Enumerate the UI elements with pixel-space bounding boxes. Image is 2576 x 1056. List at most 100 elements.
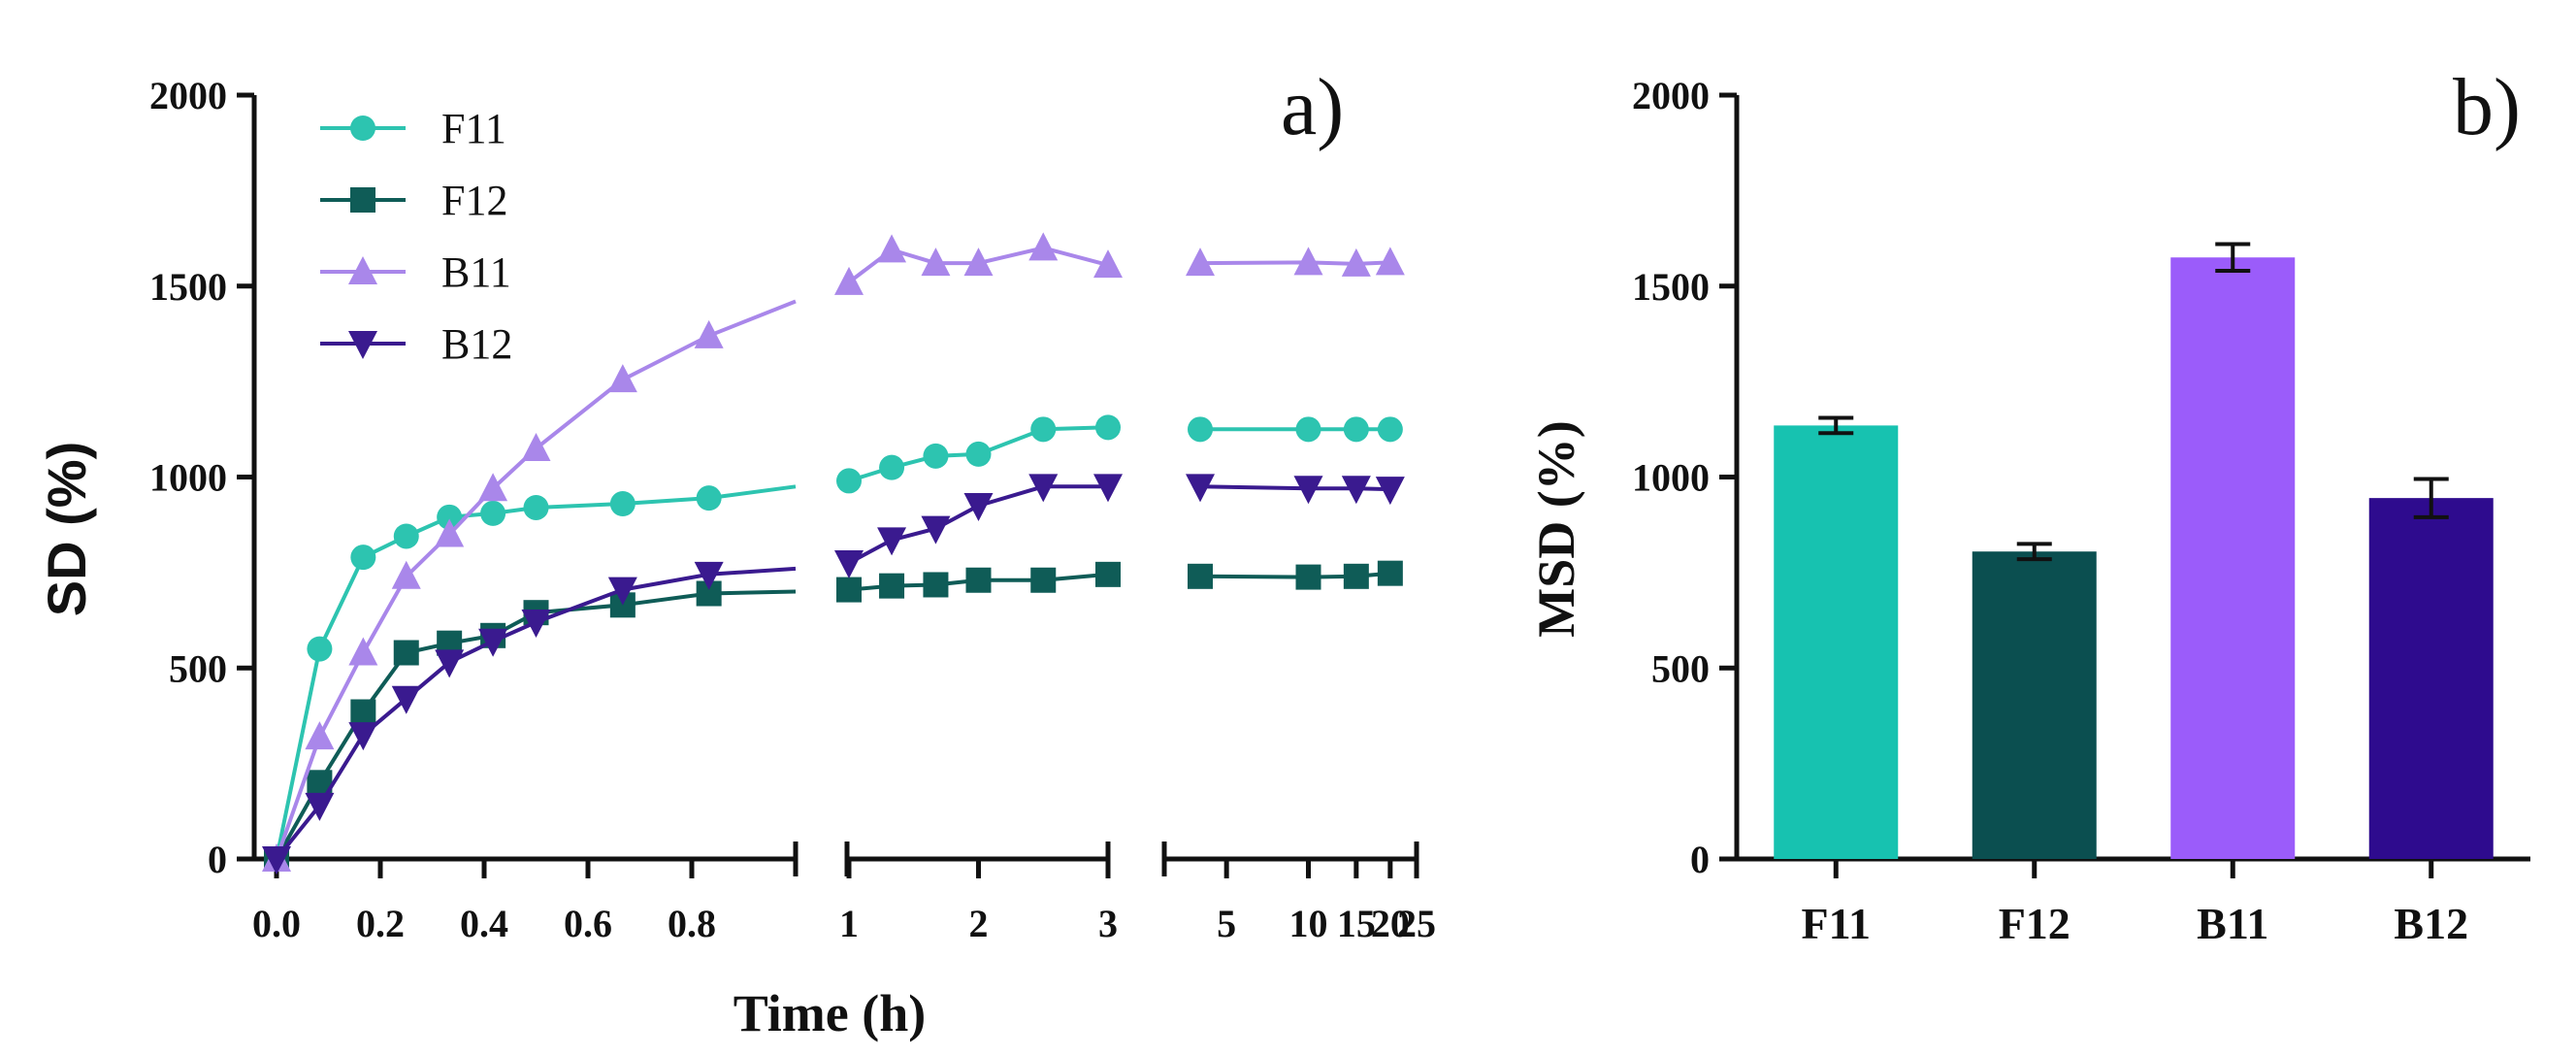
- panel-a-x-tick-label: 0.2: [356, 902, 405, 945]
- legend-item-f12: F12: [320, 177, 507, 224]
- data-point-f12: [1188, 563, 1214, 589]
- panel-a-x-tick-label: 20: [1371, 902, 1410, 945]
- panel-a-series: [262, 232, 1405, 874]
- panel-b-y-axis-title: MSD (%): [1527, 420, 1585, 637]
- series-line-b11: [1199, 260, 1390, 266]
- bar-b12: [2368, 477, 2494, 859]
- data-point-f12: [1377, 560, 1403, 586]
- data-point-b12: [877, 527, 907, 556]
- legend-label: B12: [441, 320, 512, 368]
- series-f11: [264, 414, 1403, 872]
- data-point-f12: [1343, 563, 1369, 589]
- panel-b-x-tick-label: F11: [1801, 899, 1871, 948]
- panel-b-x-tick-label: B12: [2394, 899, 2468, 948]
- panel-a-x-tick-label: 25: [1397, 902, 1436, 945]
- legend-marker: [348, 256, 377, 284]
- bar-f12: [1972, 542, 2097, 859]
- data-point-f11: [696, 485, 722, 512]
- data-point-b11: [834, 266, 864, 295]
- panel-a-x-tick-label: 1: [839, 902, 859, 945]
- panel-b-y-tick-label: 500: [1651, 646, 1710, 690]
- panel-b-y-tick-label: 2000: [1632, 74, 1710, 117]
- legend-label: F11: [441, 105, 506, 152]
- panel-a-x-tick-label: 2: [969, 902, 989, 945]
- data-point-b11: [521, 432, 551, 461]
- data-point-f12: [350, 699, 376, 725]
- data-point-f11: [523, 494, 549, 520]
- data-point-b11: [1293, 247, 1323, 276]
- panel-a-y-axis-title: SD (%): [36, 442, 97, 616]
- panel-a-y-tick-label: 2000: [149, 74, 227, 117]
- data-point-b12: [1341, 476, 1371, 505]
- data-point-f11: [480, 500, 506, 526]
- data-point-b12: [262, 846, 291, 874]
- panel-a-y-tick-label: 1000: [149, 456, 227, 500]
- data-point-b11: [694, 319, 724, 348]
- series-b12: [262, 474, 1405, 874]
- data-point-b11: [1375, 247, 1405, 276]
- legend-label: F12: [441, 177, 507, 224]
- panel-a-x-tick-label: 10: [1289, 902, 1328, 945]
- data-point-f12: [965, 567, 992, 593]
- data-point-b12: [435, 649, 465, 678]
- data-point-b12: [1375, 477, 1405, 506]
- data-point-b12: [391, 685, 421, 714]
- data-point-f12: [836, 577, 862, 603]
- panel-a-x-axis-title: Time (h): [734, 984, 927, 1042]
- panel-a-x-tick-label: 0.4: [460, 902, 508, 945]
- data-point-b12: [521, 610, 551, 639]
- series-line-b12: [848, 484, 1108, 565]
- data-point-b11: [305, 721, 335, 750]
- series-line-f12: [275, 589, 797, 860]
- panel-b-bar-chart: 0 500 1000 1500 2000 F11 F12 B11 B12 b) MSD (%): [1527, 62, 2530, 948]
- data-point-b12: [1028, 474, 1059, 503]
- data-point-f12: [1095, 561, 1121, 587]
- data-point-b11: [391, 560, 421, 589]
- panel-b-y-tick-label: 1500: [1632, 265, 1710, 309]
- data-point-b12: [921, 515, 951, 544]
- data-point-b11: [963, 248, 994, 277]
- legend-item-f11: F11: [320, 105, 506, 152]
- legend-label: B11: [441, 248, 511, 296]
- panel-b-y-tick-label: 1000: [1632, 456, 1710, 500]
- data-point-b12: [694, 561, 724, 590]
- data-point-f11: [1377, 416, 1403, 443]
- bar-rect: [2170, 257, 2296, 859]
- legend-item-b12: B12: [320, 320, 512, 368]
- data-point-f11: [393, 523, 419, 549]
- data-point-b12: [478, 628, 508, 657]
- data-point-b11: [435, 518, 465, 547]
- data-point-b12: [305, 792, 335, 821]
- bar-rect: [2368, 498, 2494, 859]
- series-line-b12: [275, 566, 797, 861]
- data-point-f11: [1343, 416, 1369, 443]
- data-point-b11: [921, 248, 951, 277]
- data-point-b12: [834, 550, 864, 579]
- panel-a-label: a): [1281, 62, 1344, 152]
- panel-a-x-tick-label: 0.6: [564, 902, 612, 945]
- data-point-b11: [348, 637, 378, 666]
- panel-a-legend: F11 F12 B11 B12: [320, 105, 512, 368]
- data-point-f11: [350, 544, 376, 571]
- data-point-b11: [607, 364, 637, 393]
- bar-f11: [1774, 415, 1899, 859]
- panel-a-y-tick-label: 500: [169, 646, 227, 690]
- bar-rect: [1972, 551, 2097, 859]
- data-point-f12: [1295, 564, 1321, 590]
- data-point-f12: [1030, 567, 1057, 593]
- data-point-b12: [348, 722, 378, 751]
- data-point-b11: [1028, 232, 1059, 261]
- panel-a-x-tick-label: 15: [1337, 902, 1376, 945]
- data-point-f11: [1295, 416, 1321, 443]
- data-point-b11: [1093, 249, 1123, 279]
- data-point-b11: [1186, 248, 1216, 277]
- data-point-f11: [965, 441, 992, 467]
- data-point-f11: [879, 454, 905, 480]
- panel-b-x-tick-label: B11: [2197, 899, 2268, 948]
- data-point-b11: [478, 473, 508, 502]
- data-point-f11: [307, 636, 333, 662]
- data-point-f12: [923, 572, 949, 598]
- data-point-b11: [1341, 248, 1371, 277]
